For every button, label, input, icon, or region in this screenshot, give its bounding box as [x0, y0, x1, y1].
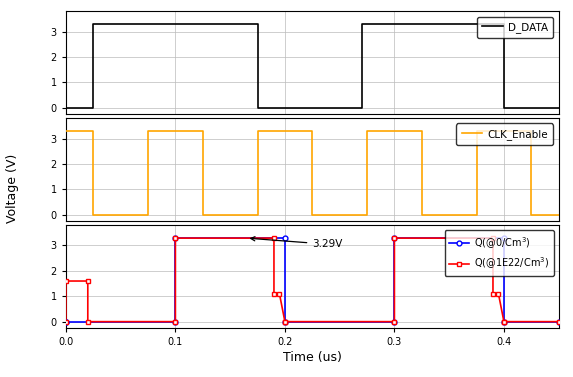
- Q(@1E22/Cm$^3$): [84, 279, 91, 283]
- Q(@1E22/Cm$^3$): [270, 236, 277, 241]
- Q(@1E22/Cm$^3$): [500, 319, 507, 324]
- Q(@1E22/Cm$^3$): [391, 236, 398, 241]
- Q(@0/Cm$^3$): [281, 236, 288, 241]
- Line: Q(@1E22/Cm$^3$): Q(@1E22/Cm$^3$): [64, 236, 561, 324]
- Text: 3.29V: 3.29V: [251, 237, 343, 249]
- Q(@1E22/Cm$^3$): [62, 319, 69, 324]
- Q(@0/Cm$^3$): [281, 319, 288, 324]
- Q(@1E22/Cm$^3$): [555, 319, 562, 324]
- Q(@0/Cm$^3$): [500, 319, 507, 324]
- Q(@1E22/Cm$^3$): [391, 319, 398, 324]
- Q(@0/Cm$^3$): [391, 319, 398, 324]
- Q(@1E22/Cm$^3$): [489, 291, 496, 296]
- Q(@0/Cm$^3$): [172, 236, 179, 241]
- Q(@1E22/Cm$^3$): [500, 319, 507, 324]
- Q(@0/Cm$^3$): [62, 319, 69, 324]
- Q(@1E22/Cm$^3$): [489, 236, 496, 241]
- Q(@1E22/Cm$^3$): [172, 236, 179, 241]
- Q(@1E22/Cm$^3$): [84, 319, 91, 324]
- Q(@0/Cm$^3$): [500, 236, 507, 241]
- Q(@0/Cm$^3$): [391, 236, 398, 241]
- Q(@1E22/Cm$^3$): [62, 279, 69, 283]
- Q(@0/Cm$^3$): [172, 319, 179, 324]
- Q(@0/Cm$^3$): [555, 319, 562, 324]
- Q(@1E22/Cm$^3$): [172, 319, 179, 324]
- X-axis label: Time (us): Time (us): [283, 351, 342, 364]
- Q(@1E22/Cm$^3$): [281, 319, 288, 324]
- Q(@1E22/Cm$^3$): [270, 291, 277, 296]
- Legend: D_DATA: D_DATA: [477, 17, 554, 38]
- Legend: Q(@0/Cm$^3$), Q(@1E22/Cm$^3$): Q(@0/Cm$^3$), Q(@1E22/Cm$^3$): [445, 230, 554, 276]
- Line: Q(@0/Cm$^3$): Q(@0/Cm$^3$): [64, 236, 561, 324]
- Q(@1E22/Cm$^3$): [276, 291, 283, 296]
- Text: Voltage (V): Voltage (V): [6, 154, 19, 223]
- Legend: CLK_Enable: CLK_Enable: [456, 123, 554, 145]
- Q(@0/Cm$^3$): [62, 319, 69, 324]
- Q(@1E22/Cm$^3$): [281, 319, 288, 324]
- Q(@1E22/Cm$^3$): [495, 291, 502, 296]
